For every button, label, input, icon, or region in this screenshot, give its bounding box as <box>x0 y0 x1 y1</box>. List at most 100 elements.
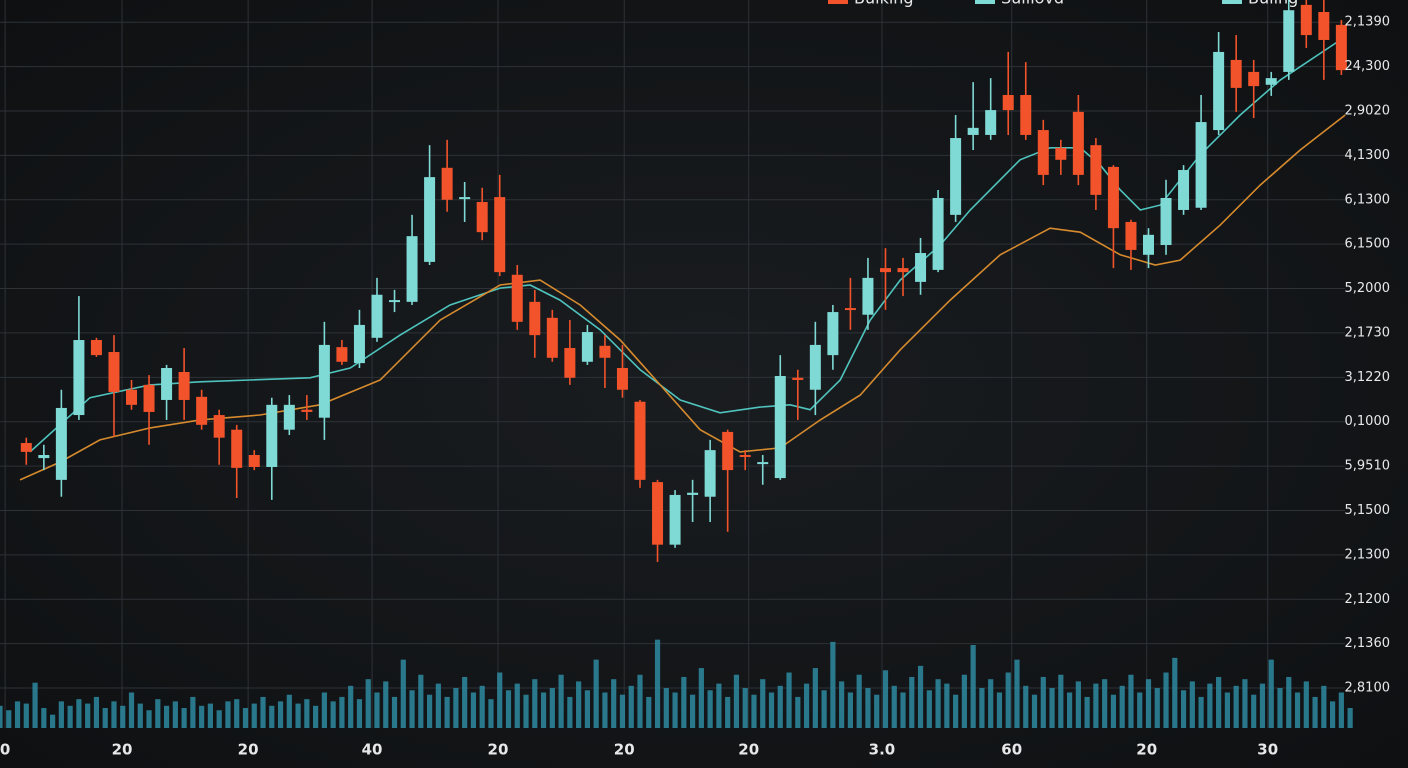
legend: Bulking Sulliovd Bullng <box>828 0 1298 8</box>
y-tick-label: 0,1000 <box>1345 414 1391 429</box>
y-tick-label: 6,1300 <box>1345 192 1391 207</box>
volume-bar <box>1137 692 1143 728</box>
candle-body <box>827 312 839 356</box>
volume-bar <box>1110 694 1117 728</box>
candle-body <box>1107 166 1119 229</box>
candle-body <box>266 404 278 467</box>
x-tick-label: 3.0 <box>869 741 896 759</box>
volume-bar <box>733 674 740 728</box>
candle-body <box>1072 111 1084 175</box>
candle-body <box>652 482 664 545</box>
volume-bar <box>909 676 915 728</box>
y-tick-label: 6,1500 <box>1345 237 1391 252</box>
candle-body <box>967 127 979 135</box>
candle-body <box>353 324 365 364</box>
volume-bar <box>1031 694 1038 728</box>
volume-bar <box>155 699 161 728</box>
candle-body <box>143 384 155 412</box>
volume-bar <box>576 681 582 728</box>
volume-bar <box>462 676 468 728</box>
x-tick-label: 30 <box>1257 741 1278 759</box>
volume-bar <box>882 670 889 728</box>
volume-bar <box>786 672 792 728</box>
volume-bar <box>628 685 634 728</box>
volume-bar <box>1102 679 1108 728</box>
volume-bar <box>313 705 319 728</box>
volume-bar <box>102 708 108 728</box>
candle-body <box>1160 197 1172 246</box>
volume-bar <box>330 701 336 728</box>
candle-body <box>1318 11 1330 40</box>
volume-bar <box>260 696 266 728</box>
volume-bar <box>1128 674 1134 728</box>
volume-bar <box>996 692 1003 728</box>
volume-bar <box>426 694 433 728</box>
volume-bar <box>1207 683 1213 728</box>
volume-bar <box>821 690 827 728</box>
volume-bar <box>479 685 485 728</box>
candle-body <box>1142 234 1154 255</box>
volume-bar <box>1049 688 1055 728</box>
volume-bar <box>470 692 477 728</box>
candle-body <box>90 340 102 356</box>
candle-body <box>774 375 786 479</box>
volume-bar <box>6 710 12 728</box>
candle-body <box>441 167 453 200</box>
candle-body <box>581 332 593 362</box>
candle-body <box>739 455 751 457</box>
volume-bar <box>488 699 494 728</box>
volume-bar <box>935 679 941 728</box>
volume-bar <box>1154 688 1160 728</box>
volume-bar <box>716 683 722 728</box>
volume-bar <box>1093 683 1099 728</box>
candle-body <box>950 138 962 215</box>
volume-bar <box>400 659 406 728</box>
volume-bar <box>1216 676 1222 728</box>
candle-body <box>687 492 699 495</box>
candle-body <box>389 300 401 303</box>
candle-body <box>318 344 330 418</box>
volume-bar <box>663 688 669 728</box>
volume-bar <box>1347 708 1353 728</box>
volume-bars <box>0 639 1353 728</box>
y-tick-label: 2,9020 <box>1345 103 1391 118</box>
candle-body <box>897 268 909 273</box>
volume-bar <box>1189 681 1195 728</box>
volume-bar <box>874 694 880 728</box>
volume-bar <box>681 676 687 728</box>
volume-bar <box>1233 685 1239 728</box>
candle-body <box>722 431 734 471</box>
volume-bar <box>953 694 959 728</box>
volume-bar <box>532 679 538 728</box>
x-tick-label: 0 <box>0 741 10 759</box>
volume-bar <box>505 690 512 728</box>
volume-bar <box>277 701 284 728</box>
volume-bar <box>251 703 257 728</box>
volume-bar <box>365 679 371 728</box>
volume-bar <box>917 665 924 728</box>
volume-bar <box>637 674 643 728</box>
candle-body <box>1195 122 1207 208</box>
volume-bar <box>830 641 836 728</box>
volume-bar <box>540 692 547 728</box>
candle-body <box>809 344 821 390</box>
volume-bar <box>67 705 73 728</box>
grid <box>0 0 1345 728</box>
legend-swatch <box>828 0 848 4</box>
volume-bar <box>988 679 994 728</box>
volume-bar <box>1224 692 1230 728</box>
volume-bar <box>146 710 152 728</box>
volume-bar <box>690 694 696 728</box>
candle-body <box>336 347 348 362</box>
volume-bar <box>1075 681 1081 728</box>
candle-body <box>704 450 716 497</box>
volume-bar <box>286 694 292 728</box>
volume-bar <box>1338 692 1344 728</box>
y-tick-label: 2,1300 <box>1345 547 1391 562</box>
candle-body <box>564 348 576 378</box>
candle-body <box>616 367 628 390</box>
volume-bar <box>339 696 345 728</box>
volume-bar <box>269 705 275 728</box>
y-tick-label: 5,9510 <box>1345 459 1391 474</box>
